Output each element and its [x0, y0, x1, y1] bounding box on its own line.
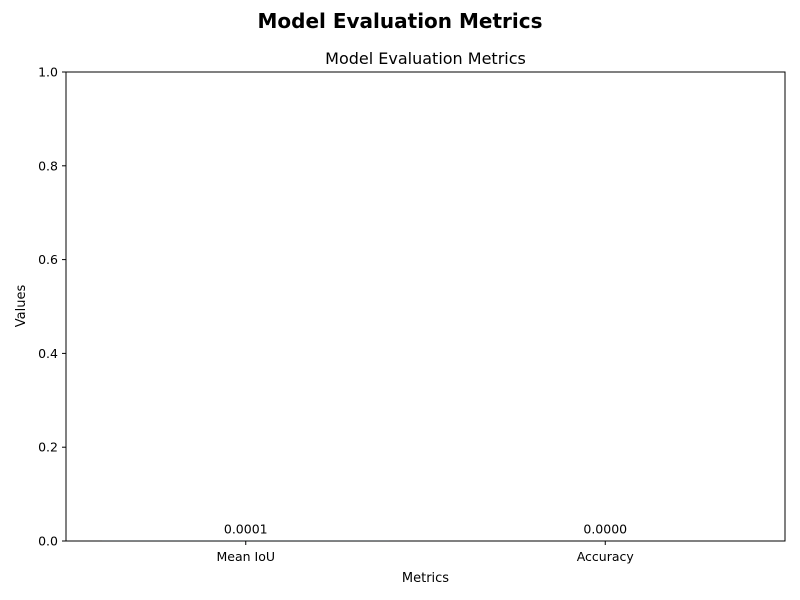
figure-suptitle: Model Evaluation Metrics [258, 9, 543, 33]
y-tick-label: 0.4 [38, 346, 58, 361]
x-axis-ticks: Mean IoU Accuracy [216, 541, 634, 564]
y-tick-label: 0.6 [38, 252, 58, 267]
y-tick-label: 0.0 [38, 534, 58, 549]
x-tick-label: Mean IoU [216, 549, 275, 564]
chart-title: Model Evaluation Metrics [325, 49, 526, 68]
data-labels: 0.0001 0.0000 [224, 521, 627, 536]
y-axis-ticks: 0.0 0.2 0.4 0.6 0.8 1.0 [38, 65, 66, 549]
plot-area: 0.0 0.2 0.4 0.6 0.8 1.0 Mean IoU Accuracy 0.00… [38, 65, 786, 564]
y-tick-label: 1.0 [38, 65, 58, 80]
plot-frame [65, 71, 786, 542]
y-tick-label: 0.8 [38, 158, 58, 173]
x-axis-label: Metrics [402, 571, 449, 586]
y-axis-label: Values [14, 285, 29, 328]
bar-value-label: 0.0000 [583, 522, 627, 537]
bar-value-label: 0.0001 [224, 521, 268, 536]
y-tick-label: 0.2 [38, 440, 58, 455]
x-tick-label: Accuracy [577, 549, 635, 564]
